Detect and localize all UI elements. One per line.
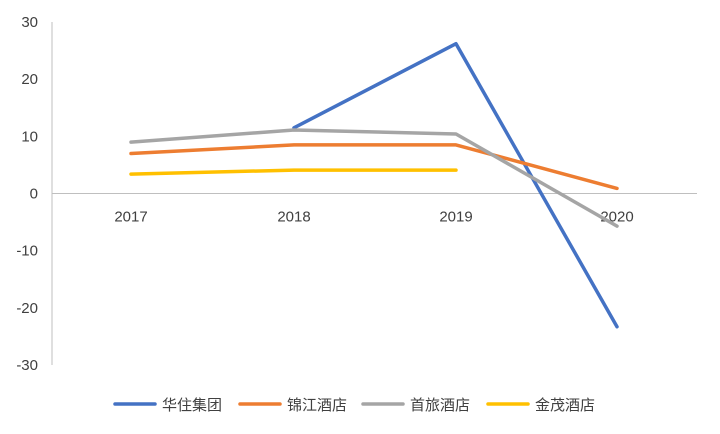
series-line-0 (292, 41, 619, 329)
y-tick-label: 10 (21, 128, 38, 145)
y-tick-label: -20 (16, 300, 38, 317)
y-tick-label: 20 (21, 71, 38, 88)
x-tick-label: 2018 (277, 209, 310, 226)
legend-label: 华住集团 (162, 396, 222, 414)
series-line-1 (129, 143, 619, 191)
legend-label: 锦江酒店 (287, 396, 347, 414)
y-axis: 30 20 10 0 -10 -20 -30 (16, 14, 53, 374)
x-tick-label: 2020 (600, 209, 633, 226)
y-tick-label: -30 (16, 357, 38, 374)
series-line-3 (129, 168, 458, 176)
x-tick-label: 2019 (439, 209, 472, 226)
legend-label: 首旅酒店 (410, 396, 470, 414)
y-tick-label: 30 (21, 14, 38, 31)
series-line-2 (129, 128, 619, 228)
y-tick-label: 0 (30, 186, 38, 203)
y-tick-label: -10 (16, 243, 38, 260)
legend-label: 金茂酒店 (535, 396, 595, 414)
series-lines (129, 41, 619, 329)
x-axis: 2017 2018 2019 2020 (52, 193, 697, 226)
legend: 华住集团 锦江酒店 首旅酒店 金茂酒店 (113, 396, 595, 414)
x-tick-label: 2017 (114, 209, 147, 226)
